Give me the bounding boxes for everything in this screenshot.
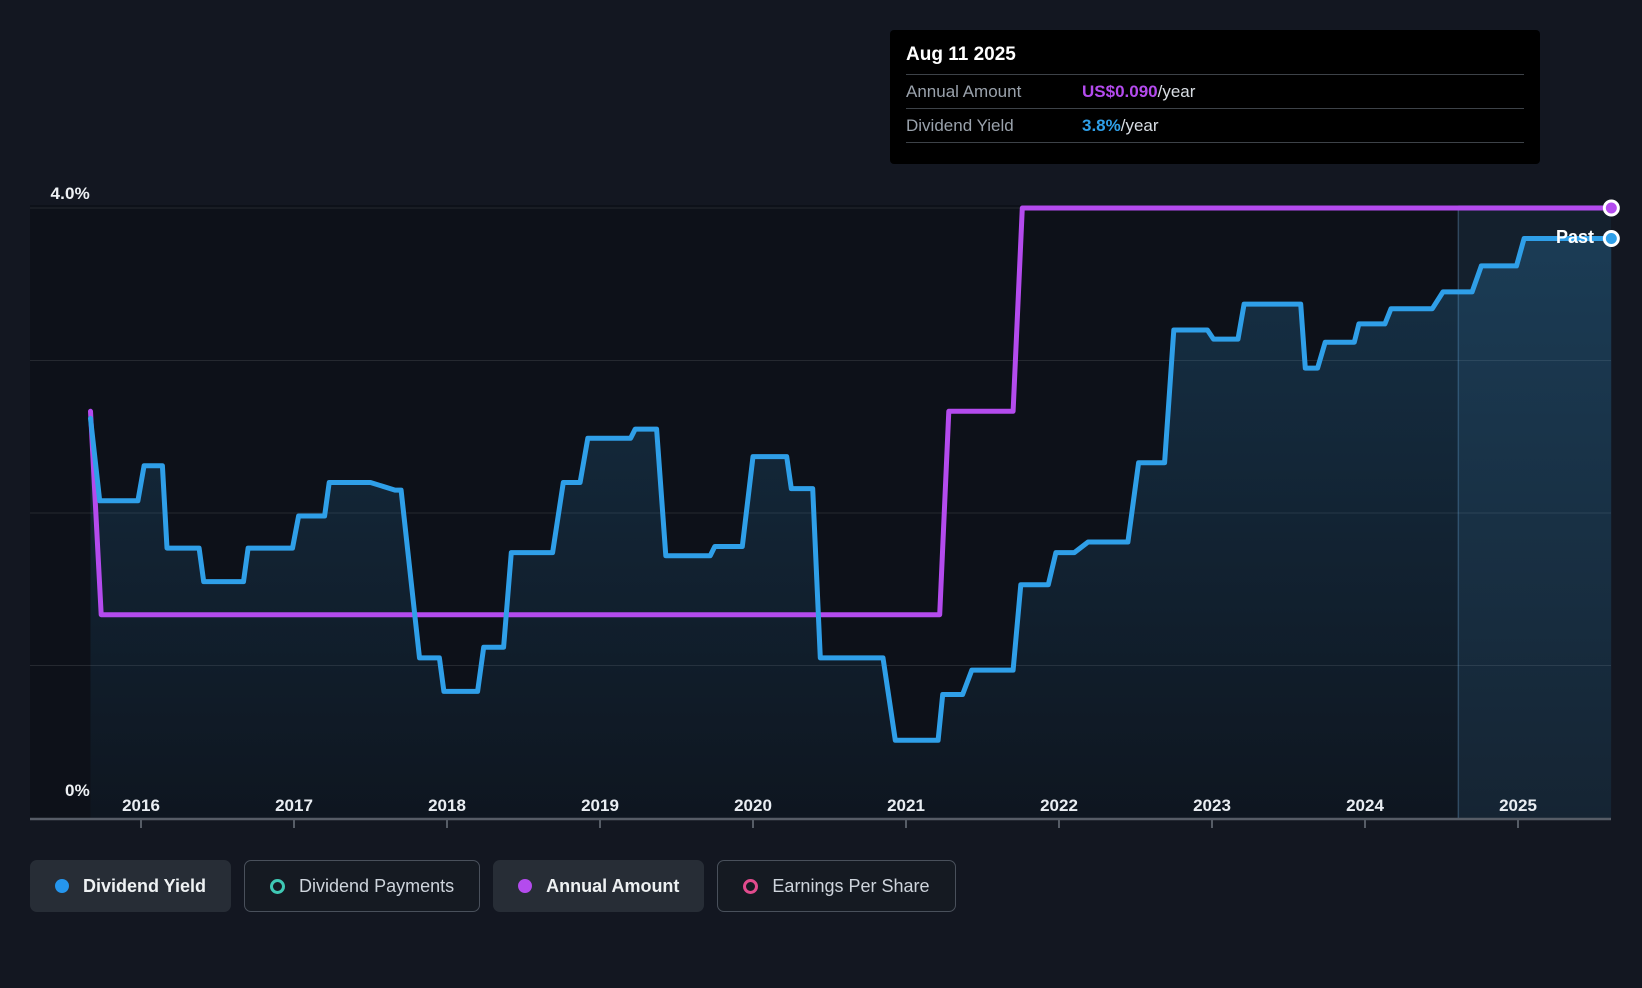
tooltip-row-dividend-yield: Dividend Yield 3.8% /year — [906, 108, 1524, 143]
x-axis-label-2025: 2025 — [1499, 796, 1537, 815]
legend-dividend-payments[interactable]: Dividend Payments — [244, 860, 481, 912]
tooltip-annual-amount-label: Annual Amount — [906, 81, 1022, 101]
x-axis-label-2017: 2017 — [275, 796, 313, 815]
legend-dividend-yield-dot-icon — [55, 879, 69, 893]
legend-dividend-payments-label: Dividend Payments — [299, 875, 455, 896]
legend-dividend-yield[interactable]: Dividend Yield — [30, 860, 232, 912]
tooltip-dividend-yield-value: 3.8% — [1082, 115, 1121, 135]
x-axis-label-2020: 2020 — [734, 796, 772, 815]
legend-earnings-per-share[interactable]: Earnings Per Share — [717, 860, 956, 912]
annual-amount-line — [88, 205, 1614, 618]
legend-earnings-per-share-label: Earnings Per Share — [772, 875, 930, 896]
tooltip-annual-amount-suffix: /year — [1157, 81, 1196, 101]
x-axis-label-2024: 2024 — [1346, 796, 1384, 815]
tooltip-annual-amount-value: US$0.090 — [1082, 81, 1158, 101]
x-axis-label-2021: 2021 — [887, 796, 925, 815]
y-axis-label-top: 4.0% — [50, 184, 90, 203]
x-axis-label-2016: 2016 — [122, 796, 160, 815]
x-axis-label-2022: 2022 — [1040, 796, 1078, 815]
dividend-yield-line — [88, 236, 1614, 743]
legend-annual-amount-label: Annual Amount — [546, 875, 680, 896]
x-axis-label-2019: 2019 — [581, 796, 619, 815]
x-axis-label-2018: 2018 — [428, 796, 466, 815]
tooltip-row-annual-amount: Annual Amount US$0.090 /year — [906, 74, 1524, 108]
legend-annual-amount-dot-icon — [518, 879, 533, 893]
legend-annual-amount[interactable]: Annual Amount — [493, 860, 705, 912]
legend-earnings-per-share-ring-icon — [743, 878, 759, 894]
tooltip-date: Aug 11 2025 — [906, 44, 1016, 65]
chart-tooltip: Aug 11 2025 Annual Amount US$0.090 /year… — [890, 30, 1540, 164]
dividend-yield-area-fill — [90, 238, 1612, 818]
legend-dividend-payments-ring-icon — [270, 878, 286, 894]
x-axis-label-2023: 2023 — [1193, 796, 1231, 815]
dividend-yield-end-marker — [1602, 230, 1620, 247]
tooltip-dividend-yield-label: Dividend Yield — [906, 115, 1014, 135]
tooltip-dividend-yield-suffix: /year — [1120, 115, 1159, 135]
chart-legend: Dividend Yield Dividend Payments Annual Am… — [30, 860, 956, 912]
y-axis-label-bottom: 0% — [65, 781, 90, 800]
legend-dividend-yield-label: Dividend Yield — [83, 875, 207, 896]
annual-amount-end-marker — [1602, 199, 1620, 217]
past-period-label: Past — [1555, 227, 1594, 247]
